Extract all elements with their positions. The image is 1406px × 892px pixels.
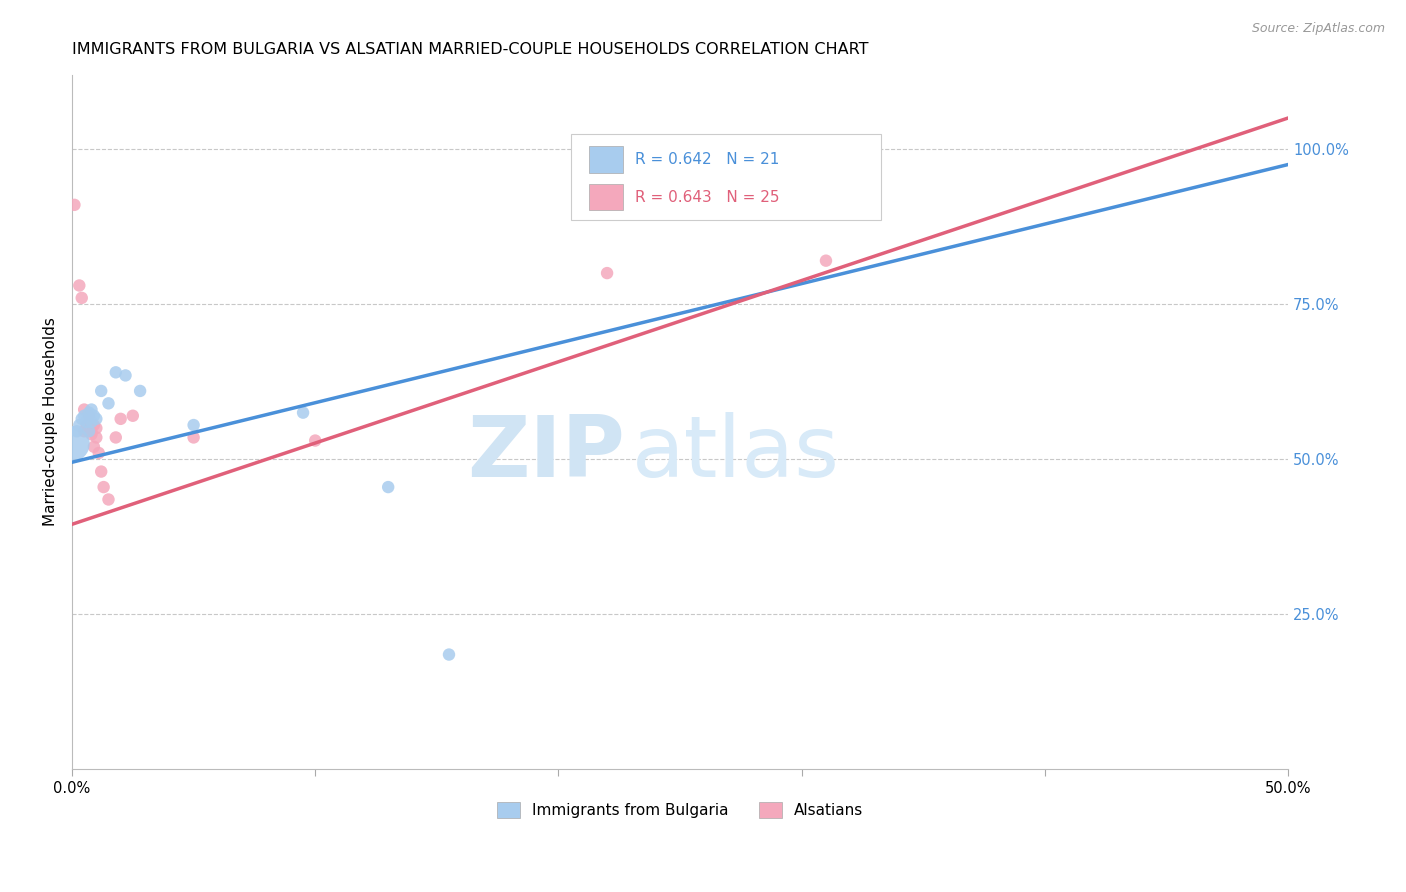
Point <box>97 396 120 410</box>
Point <box>80 424 103 438</box>
Point <box>73 424 96 438</box>
Point <box>77 406 100 420</box>
Point <box>183 430 205 444</box>
Point <box>437 648 460 662</box>
Point <box>80 427 103 442</box>
Text: R = 0.642   N = 21: R = 0.642 N = 21 <box>636 152 779 167</box>
Point <box>86 421 108 435</box>
Point <box>110 412 132 426</box>
Point <box>87 446 110 460</box>
Point <box>73 402 96 417</box>
Point <box>129 384 152 398</box>
Point <box>77 409 100 423</box>
Point <box>76 415 98 429</box>
Y-axis label: Married-couple Households: Married-couple Households <box>44 318 58 526</box>
Point <box>77 424 100 438</box>
Point <box>86 430 108 444</box>
Point <box>63 198 86 212</box>
FancyBboxPatch shape <box>589 184 623 211</box>
Point <box>104 365 127 379</box>
Point <box>121 409 143 423</box>
Text: R = 0.643   N = 25: R = 0.643 N = 25 <box>636 189 779 204</box>
Legend: Immigrants from Bulgaria, Alsatians: Immigrants from Bulgaria, Alsatians <box>491 796 869 824</box>
Point <box>93 480 115 494</box>
Point <box>76 418 98 433</box>
Point <box>90 384 112 398</box>
Text: ZIP: ZIP <box>468 412 626 495</box>
Point <box>80 402 103 417</box>
Point <box>97 492 120 507</box>
Point <box>814 253 837 268</box>
Point <box>67 418 90 433</box>
Point <box>70 291 93 305</box>
Text: IMMIGRANTS FROM BULGARIA VS ALSATIAN MARRIED-COUPLE HOUSEHOLDS CORRELATION CHART: IMMIGRANTS FROM BULGARIA VS ALSATIAN MAR… <box>72 42 869 57</box>
Point <box>83 409 105 423</box>
Point <box>80 415 103 429</box>
FancyBboxPatch shape <box>571 134 880 220</box>
Text: Source: ZipAtlas.com: Source: ZipAtlas.com <box>1251 22 1385 36</box>
Point <box>86 412 108 426</box>
Point <box>104 430 127 444</box>
Point <box>83 418 105 433</box>
Point <box>304 434 326 448</box>
Point <box>73 409 96 423</box>
Point <box>60 436 83 450</box>
Point <box>77 421 100 435</box>
Point <box>67 278 90 293</box>
Point <box>70 412 93 426</box>
Point <box>596 266 619 280</box>
Point <box>90 465 112 479</box>
Point <box>292 406 315 420</box>
Point <box>83 440 105 454</box>
Point <box>114 368 136 383</box>
FancyBboxPatch shape <box>589 146 623 173</box>
Text: atlas: atlas <box>631 412 839 495</box>
Point <box>66 424 89 438</box>
Point <box>377 480 399 494</box>
Point <box>183 418 205 433</box>
